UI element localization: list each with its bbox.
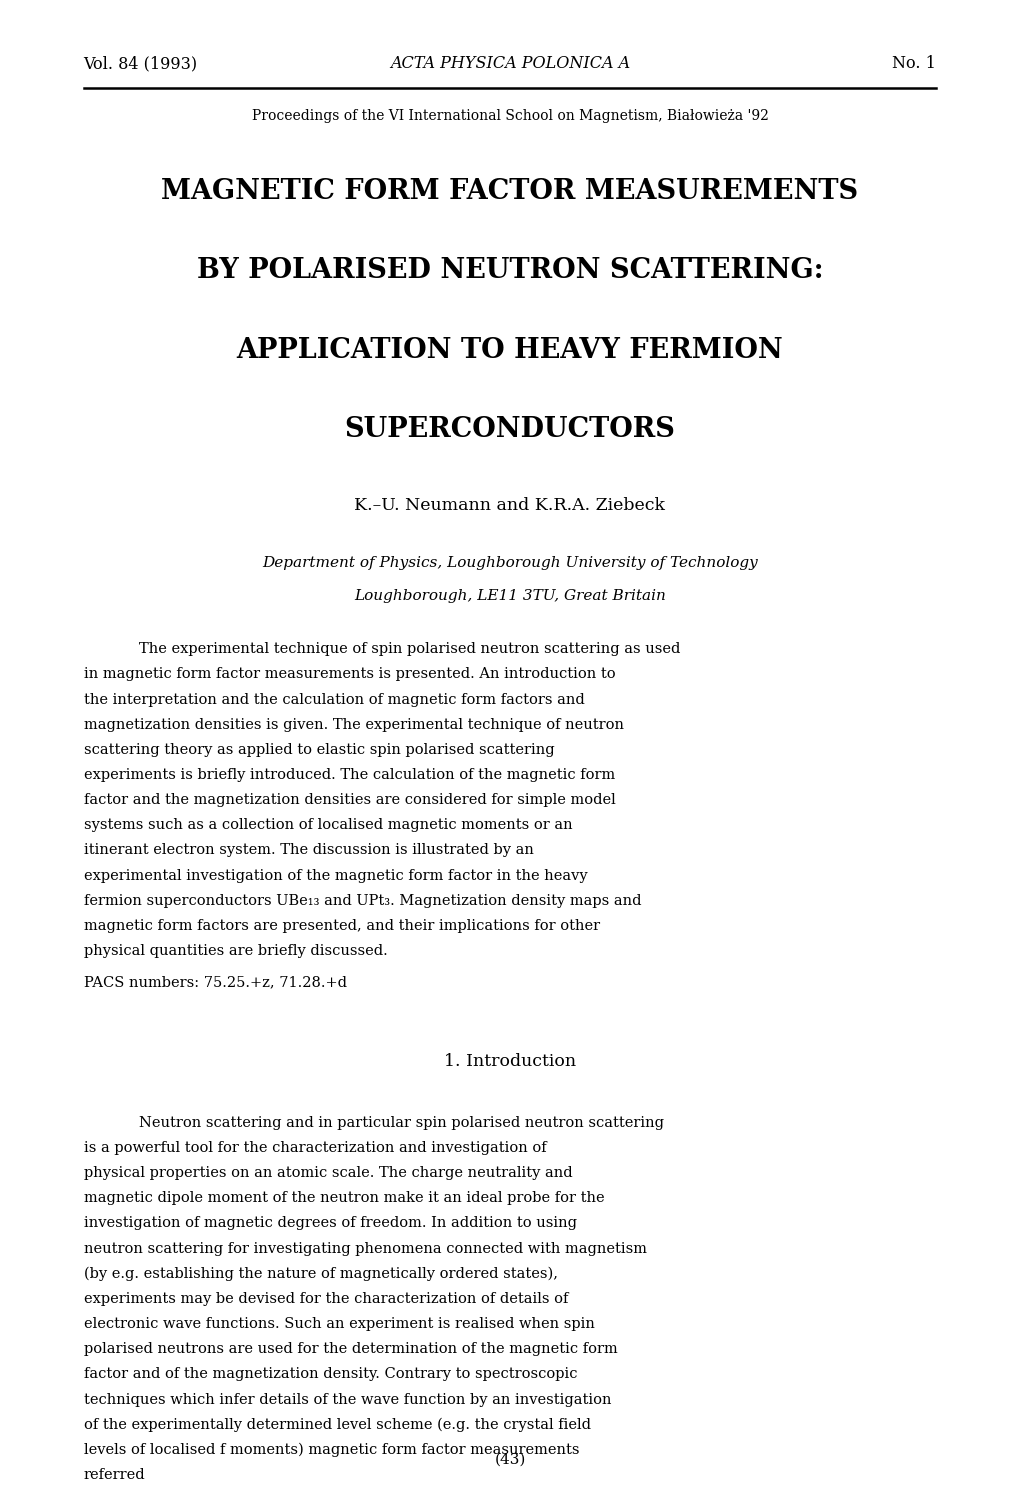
Text: physical properties on an atomic scale. The charge neutrality and: physical properties on an atomic scale. … bbox=[84, 1166, 572, 1180]
Text: ACTA PHYSICA POLONICA A: ACTA PHYSICA POLONICA A bbox=[389, 55, 630, 72]
Text: neutron scattering for investigating phenomena connected with magnetism: neutron scattering for investigating phe… bbox=[84, 1241, 646, 1256]
Text: 1. Introduction: 1. Introduction bbox=[443, 1052, 576, 1070]
Text: Vol. 84 (1993): Vol. 84 (1993) bbox=[84, 55, 198, 72]
Text: is a powerful tool for the characterization and investigation of: is a powerful tool for the characterizat… bbox=[84, 1141, 546, 1156]
Text: BY POLARISED NEUTRON SCATTERING:: BY POLARISED NEUTRON SCATTERING: bbox=[197, 257, 822, 284]
Text: APPLICATION TO HEAVY FERMION: APPLICATION TO HEAVY FERMION bbox=[236, 337, 783, 364]
Text: of the experimentally determined level scheme (e.g. the crystal field: of the experimentally determined level s… bbox=[84, 1418, 590, 1433]
Text: Department of Physics, Loughborough University of Technology: Department of Physics, Loughborough Univ… bbox=[262, 555, 757, 570]
Text: magnetic form factors are presented, and their implications for other: magnetic form factors are presented, and… bbox=[84, 919, 599, 933]
Text: investigation of magnetic degrees of freedom. In addition to using: investigation of magnetic degrees of fre… bbox=[84, 1217, 576, 1231]
Text: Proceedings of the VI International School on Magnetism, Białowieża '92: Proceedings of the VI International Scho… bbox=[252, 109, 767, 123]
Text: experiments is briefly introduced. The calculation of the magnetic form: experiments is briefly introduced. The c… bbox=[84, 768, 614, 781]
Text: magnetization densities is given. The experimental technique of neutron: magnetization densities is given. The ex… bbox=[84, 717, 623, 732]
Text: in magnetic form factor measurements is presented. An introduction to: in magnetic form factor measurements is … bbox=[84, 668, 614, 681]
Text: experimental investigation of the magnetic form factor in the heavy: experimental investigation of the magnet… bbox=[84, 868, 587, 883]
Text: techniques which infer details of the wave function by an investigation: techniques which infer details of the wa… bbox=[84, 1392, 610, 1407]
Text: referred: referred bbox=[84, 1469, 145, 1482]
Text: electronic wave functions. Such an experiment is realised when spin: electronic wave functions. Such an exper… bbox=[84, 1317, 594, 1331]
Text: factor and of the magnetization density. Contrary to spectroscopic: factor and of the magnetization density.… bbox=[84, 1367, 577, 1382]
Text: MAGNETIC FORM FACTOR MEASUREMENTS: MAGNETIC FORM FACTOR MEASUREMENTS bbox=[161, 178, 858, 205]
Text: The experimental technique of spin polarised neutron scattering as used: The experimental technique of spin polar… bbox=[139, 642, 680, 656]
Text: polarised neutrons are used for the determination of the magnetic form: polarised neutrons are used for the dete… bbox=[84, 1343, 616, 1356]
Text: itinerant electron system. The discussion is illustrated by an: itinerant electron system. The discussio… bbox=[84, 843, 533, 858]
Text: (43): (43) bbox=[494, 1452, 525, 1467]
Text: magnetic dipole moment of the neutron make it an ideal probe for the: magnetic dipole moment of the neutron ma… bbox=[84, 1192, 603, 1205]
Text: fermion superconductors UBe₁₃ and UPt₃. Magnetization density maps and: fermion superconductors UBe₁₃ and UPt₃. … bbox=[84, 894, 641, 907]
Text: PACS numbers: 75.25.+z, 71.28.+d: PACS numbers: 75.25.+z, 71.28.+d bbox=[84, 975, 346, 990]
Text: scattering theory as applied to elastic spin polarised scattering: scattering theory as applied to elastic … bbox=[84, 743, 553, 757]
Text: systems such as a collection of localised magnetic moments or an: systems such as a collection of localise… bbox=[84, 819, 572, 832]
Text: levels of localised f moments) magnetic form factor measurements: levels of localised f moments) magnetic … bbox=[84, 1443, 579, 1457]
Text: SUPERCONDUCTORS: SUPERCONDUCTORS bbox=[344, 416, 675, 443]
Text: physical quantities are briefly discussed.: physical quantities are briefly discusse… bbox=[84, 945, 387, 958]
Text: Loughborough, LE11 3TU, Great Britain: Loughborough, LE11 3TU, Great Britain bbox=[354, 588, 665, 603]
Text: the interpretation and the calculation of magnetic form factors and: the interpretation and the calculation o… bbox=[84, 693, 584, 707]
Text: K.–U. Neumann and K.R.A. Ziebeck: K.–U. Neumann and K.R.A. Ziebeck bbox=[355, 497, 664, 515]
Text: experiments may be devised for the characterization of details of: experiments may be devised for the chara… bbox=[84, 1292, 568, 1305]
Text: No. 1: No. 1 bbox=[892, 55, 935, 72]
Text: (by e.g. establishing the nature of magnetically ordered states),: (by e.g. establishing the nature of magn… bbox=[84, 1266, 557, 1281]
Text: factor and the magnetization densities are considered for simple model: factor and the magnetization densities a… bbox=[84, 793, 614, 807]
Text: Neutron scattering and in particular spin polarised neutron scattering: Neutron scattering and in particular spi… bbox=[139, 1115, 663, 1130]
